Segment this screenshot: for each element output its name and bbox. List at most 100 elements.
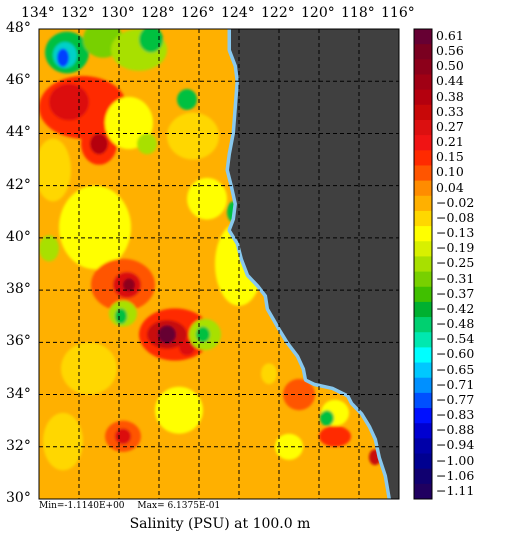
- variable-label: Salinity (PSU): [129, 516, 230, 532]
- latitude-label: 46°: [6, 72, 31, 89]
- salinity-patch: [59, 185, 131, 270]
- salinity-patch: [139, 29, 163, 53]
- longitude-label: 120°: [301, 5, 335, 21]
- salinity-patch: [196, 326, 210, 343]
- colorbar-swatch: [414, 89, 432, 106]
- longitude-label: 134°: [21, 5, 55, 21]
- salinity-patch: [275, 433, 303, 460]
- colorbar-swatch: [414, 29, 432, 45]
- min-max-readout: Min=-1.1140E+00 Max= 6.1375E-01: [39, 501, 220, 511]
- salinity-field-features: [39, 29, 381, 471]
- longitude-label: 118°: [341, 5, 375, 21]
- colorbar-label: −0.13: [436, 225, 475, 241]
- salinity-patch: [177, 89, 197, 110]
- latitude-label: 32°: [6, 437, 31, 454]
- colorbar-swatch: [414, 165, 432, 182]
- colorbar-swatch: [414, 135, 432, 151]
- colorbar-swatch: [414, 408, 432, 424]
- latitude-label: 34°: [6, 385, 31, 402]
- colorbar-label: 0.38: [436, 88, 464, 104]
- colorbar-swatch: [414, 468, 432, 485]
- colorbar-swatch: [414, 392, 432, 409]
- colorbar-label: −0.25: [436, 255, 475, 271]
- salinity-patch: [187, 177, 227, 220]
- colorbar-swatch: [414, 44, 432, 60]
- colorbar-swatch: [414, 301, 432, 318]
- colorbar-label: −0.60: [436, 346, 475, 362]
- colorbar-label: −0.42: [436, 300, 475, 316]
- colorbar-label: 0.10: [436, 164, 464, 180]
- colorbar-swatch: [414, 59, 432, 75]
- colorbar-swatch: [414, 438, 432, 454]
- colorbar-label: −1.06: [436, 467, 475, 483]
- colorbar-label: 0.56: [436, 43, 464, 59]
- colorbar-swatch: [414, 195, 432, 212]
- colorbar-swatch: [414, 241, 432, 257]
- colorbar-swatch: [414, 362, 432, 379]
- colorbar-label: 0.61: [436, 28, 464, 43]
- longitude-label: 116°: [381, 5, 415, 21]
- colorbar-label: 0.15: [436, 149, 464, 165]
- colorbar-label: −0.02: [436, 194, 475, 210]
- salinity-patch: [179, 339, 195, 356]
- latitude-label: 30°: [6, 490, 31, 506]
- salinity-patch: [61, 342, 117, 395]
- salinity-patch: [167, 112, 219, 160]
- salinity-patch: [39, 138, 71, 202]
- longitude-label: 132°: [61, 5, 95, 21]
- colorbar-label: −0.71: [436, 376, 475, 392]
- colorbar-swatch: [414, 271, 432, 288]
- salinity-patch: [43, 412, 83, 471]
- longitude-label: 126°: [181, 5, 215, 21]
- salinity-patch: [57, 48, 69, 67]
- colorbar-swatch: [414, 423, 432, 439]
- colorbar-label: −0.37: [436, 285, 475, 301]
- map-frame: [38, 28, 400, 500]
- max-value: Max= 6.1375E-01: [137, 501, 221, 511]
- salinity-patch: [158, 325, 176, 344]
- colorbar-label: −0.65: [436, 361, 475, 377]
- colorbar-label: −0.83: [436, 407, 475, 423]
- land-mass: [229, 29, 399, 499]
- colorbar-label: −0.19: [436, 240, 475, 256]
- colorbar-swatch: [414, 483, 432, 500]
- colorbar-label: −0.77: [436, 391, 475, 407]
- colorbar-swatch: [414, 332, 432, 348]
- salinity-patch: [320, 410, 334, 426]
- salinity-patch: [39, 235, 59, 262]
- colorbar-swatch: [414, 150, 432, 166]
- salinity-patch: [49, 83, 89, 121]
- colorbar-swatch: [414, 210, 432, 227]
- salinity-patch: [115, 428, 131, 445]
- latitude-label: 38°: [6, 281, 31, 298]
- colorbar-label: −1.11: [436, 482, 475, 498]
- colorbar-label: 0.21: [436, 134, 464, 150]
- latitude-label: 42°: [6, 176, 31, 193]
- salinity-patch: [90, 133, 108, 155]
- colorbar-label: −0.31: [436, 270, 475, 286]
- colorbar-frame: [413, 28, 433, 500]
- latitude-label: 40°: [6, 228, 31, 245]
- longitude-label: 130°: [101, 5, 135, 21]
- colorbar-swatch: [414, 256, 432, 272]
- colorbar-swatch: [414, 119, 432, 136]
- colorbar-swatch: [414, 226, 432, 242]
- colorbar-label: −1.00: [436, 452, 475, 468]
- colorbar-label: 0.33: [436, 103, 464, 119]
- salinity-patch: [137, 133, 157, 155]
- colorbar: [414, 29, 432, 500]
- latitude-label: 44°: [6, 124, 31, 141]
- depth-label: at 100.0 m: [234, 516, 311, 532]
- colorbar-swatch: [414, 453, 432, 470]
- latitude-label: 48°: [6, 20, 31, 36]
- salinity-patch: [319, 425, 351, 447]
- salinity-patch: [123, 278, 135, 292]
- salinity-patch: [155, 386, 203, 434]
- salinity-patch: [115, 308, 127, 325]
- colorbar-label: 0.27: [436, 118, 464, 134]
- colorbar-label: −0.94: [436, 437, 475, 453]
- colorbar-label: −0.54: [436, 331, 475, 347]
- colorbar-swatch: [414, 180, 432, 197]
- colorbar-swatch: [414, 347, 432, 363]
- colorbar-swatch: [414, 286, 432, 303]
